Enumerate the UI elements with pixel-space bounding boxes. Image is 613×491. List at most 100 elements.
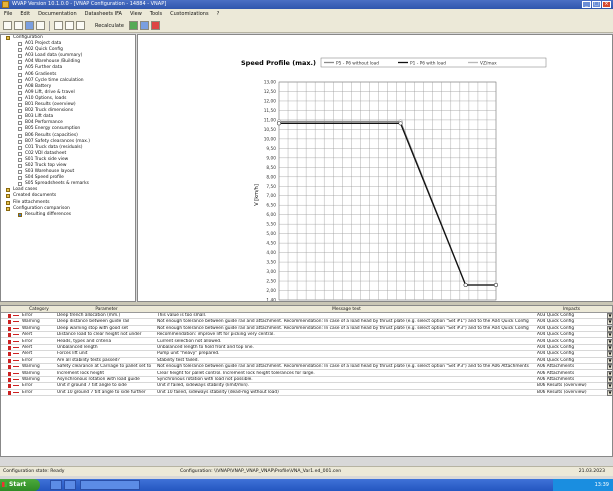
tree-item[interactable]: A02 Quick Config	[1, 47, 135, 53]
paste-icon[interactable]	[76, 21, 85, 30]
tree-item[interactable]: A05 Further data	[1, 65, 135, 71]
tree-item[interactable]: B03 Lift data	[1, 114, 135, 120]
row-dropdown-icon[interactable]: ▼	[607, 383, 612, 390]
tree-item[interactable]: A08 Battery	[1, 84, 135, 90]
row-dropdown-icon[interactable]: ▼	[607, 357, 612, 364]
tree-item[interactable]: File attachments	[1, 200, 135, 206]
tree-item[interactable]: C02 VDI datasheet	[1, 151, 135, 157]
row-dropdown-icon[interactable]: ▼	[607, 338, 612, 345]
menu-item[interactable]: ?	[216, 11, 220, 17]
tree-item[interactable]: Configuration comparison	[1, 206, 135, 212]
tree-item[interactable]: A10 Options, loads	[1, 96, 135, 102]
taskbar-item[interactable]	[50, 480, 62, 490]
table-row[interactable]: Error Unit 10 ground 7 tilt angle to side…	[1, 389, 612, 396]
row-arrow-icon	[13, 321, 19, 323]
grid-cell-param: Heads, types and criteria	[57, 338, 112, 344]
tree-item[interactable]: Created documents	[1, 193, 135, 199]
menu-item[interactable]: Tools	[149, 11, 163, 17]
new-file-icon[interactable]	[3, 21, 12, 30]
grid-column-header[interactable]: Message text	[332, 307, 361, 312]
tree-item[interactable]: B01 Results (overview)	[1, 102, 135, 108]
tree-item[interactable]: A07 Cycle time calculation	[1, 78, 135, 84]
minimize-button[interactable]: _	[582, 1, 591, 8]
document-icon	[18, 176, 22, 181]
tree-item[interactable]: B02 Truck dimensions	[1, 108, 135, 114]
open-folder-icon[interactable]	[14, 21, 23, 30]
tree-item[interactable]: S01 Truck side view	[1, 157, 135, 163]
table-row[interactable]: Alert Unbalanced length Unbalanced length …	[1, 345, 612, 352]
menu-item[interactable]: File	[4, 11, 13, 17]
tree-item[interactable]: A09 Lift, drive & travel	[1, 90, 135, 96]
table-row[interactable]: Warning Asynchronous rotation with load g…	[1, 377, 612, 384]
row-dropdown-icon[interactable]: ▼	[607, 345, 612, 351]
table-row[interactable]: Warning Safety clearance at Carriage to p…	[1, 364, 612, 371]
print-icon[interactable]	[36, 21, 45, 30]
table-row[interactable]: Warning Deep warning stop with good set No…	[1, 325, 612, 332]
menu-item[interactable]: Customizations	[170, 11, 209, 17]
menu-item[interactable]: View	[129, 11, 142, 17]
menu-item[interactable]: Edit	[20, 11, 31, 17]
menu-item[interactable]: Datasheets IFA	[84, 11, 122, 17]
tree-item[interactable]: C01 Truck data (residuals)	[1, 145, 135, 151]
maximize-button[interactable]: □	[592, 1, 601, 8]
tree-item[interactable]: A06 Gradients	[1, 72, 135, 78]
severity-icon	[8, 326, 11, 331]
table-row[interactable]: Error Are all stability tests passed? Stab…	[1, 357, 612, 364]
row-dropdown-icon[interactable]: ▼	[607, 364, 612, 371]
row-dropdown-icon[interactable]: ▼	[607, 370, 612, 377]
taskbar-item-active[interactable]	[80, 480, 140, 490]
tree-item[interactable]: A03 Load data (summary)	[1, 53, 135, 59]
row-dropdown-icon[interactable]: ▼	[607, 319, 612, 326]
table-row[interactable]: Alert Distance load to clear height not u…	[1, 332, 612, 339]
row-dropdown-icon[interactable]: ▼	[607, 313, 612, 319]
tree-item[interactable]: B06 Results (capacities)	[1, 133, 135, 139]
chart-legend-box	[320, 57, 547, 68]
tree-item[interactable]: B04 Performance	[1, 120, 135, 126]
tree-item[interactable]: B07 Safety clearances (max.)	[1, 139, 135, 145]
table-row[interactable]: Warning Deep distance between guide rail N…	[1, 319, 612, 326]
panel-splitter[interactable]	[0, 302, 613, 305]
row-dropdown-icon[interactable]: ▼	[607, 325, 612, 332]
row-dropdown-icon[interactable]: ▼	[607, 351, 612, 358]
table-row[interactable]: Error Unit if ground 7 tilt angle to side…	[1, 383, 612, 390]
tree-item[interactable]: S05 Spreadsheets & remarks	[1, 181, 135, 187]
grid-column-header[interactable]: Category	[29, 307, 49, 312]
tree-item-label: S04 Speed profile	[25, 175, 64, 181]
table-row[interactable]: Warning Increment lock height Clear height…	[1, 370, 612, 377]
row-dropdown-icon[interactable]: ▼	[607, 332, 612, 339]
tree-item[interactable]: A04 Warehouse /Building	[1, 59, 135, 65]
save-icon[interactable]	[25, 21, 34, 30]
menu-item[interactable]: Documentation	[38, 11, 77, 17]
start-button[interactable]: Start	[0, 479, 40, 491]
row-dropdown-icon[interactable]: ▼	[607, 377, 612, 383]
tree-item[interactable]: S03 Warehouse layout	[1, 169, 135, 175]
grid-column-header[interactable]: Impacts	[562, 307, 581, 312]
tree-item[interactable]: Resulting differences	[1, 212, 135, 218]
tree-item[interactable]: S04 Speed profile	[1, 175, 135, 181]
row-arrow-icon	[13, 372, 19, 374]
copy-icon[interactable]	[65, 21, 74, 30]
grid-cell-impact: A04 Quick Config	[537, 345, 575, 350]
help-icon[interactable]	[150, 21, 160, 30]
grid-cell-param: Unit if ground 7 tilt angle to side	[57, 383, 127, 389]
tree-item[interactable]: Load cases	[1, 187, 135, 193]
table-row[interactable]: Error Heads, types and criteria Current se…	[1, 338, 612, 345]
grid-cell-cat: Error	[22, 383, 33, 389]
table-row[interactable]: Error Deep trench allocation (mm.) This va…	[1, 313, 612, 320]
grid-column-header[interactable]: Parameter	[95, 307, 118, 312]
tree-item[interactable]: S02 Truck top view	[1, 163, 135, 169]
tree-item[interactable]: Configuration	[1, 35, 135, 41]
tree-item[interactable]: B05 Energy consumption	[1, 126, 135, 132]
grid-cell-impact: A06 Attachments	[537, 370, 575, 376]
tree-item-label: B01 Results (overview)	[25, 102, 76, 108]
close-button[interactable]: ×	[602, 1, 611, 8]
chart-icon[interactable]	[139, 21, 149, 30]
y-tick-label: 8,50	[266, 165, 276, 171]
row-dropdown-icon[interactable]: ▼	[607, 389, 612, 396]
table-row[interactable]: Alert Forces lift unit Pump unit "heavy" p…	[1, 351, 612, 358]
navigation-tree[interactable]: Configuration A01 Project data A02 Quick C…	[0, 34, 136, 302]
recalculate-icon[interactable]	[128, 21, 138, 30]
tree-item[interactable]: A01 Project data	[1, 41, 135, 47]
taskbar-item[interactable]	[64, 480, 76, 490]
cut-icon[interactable]	[54, 21, 63, 30]
